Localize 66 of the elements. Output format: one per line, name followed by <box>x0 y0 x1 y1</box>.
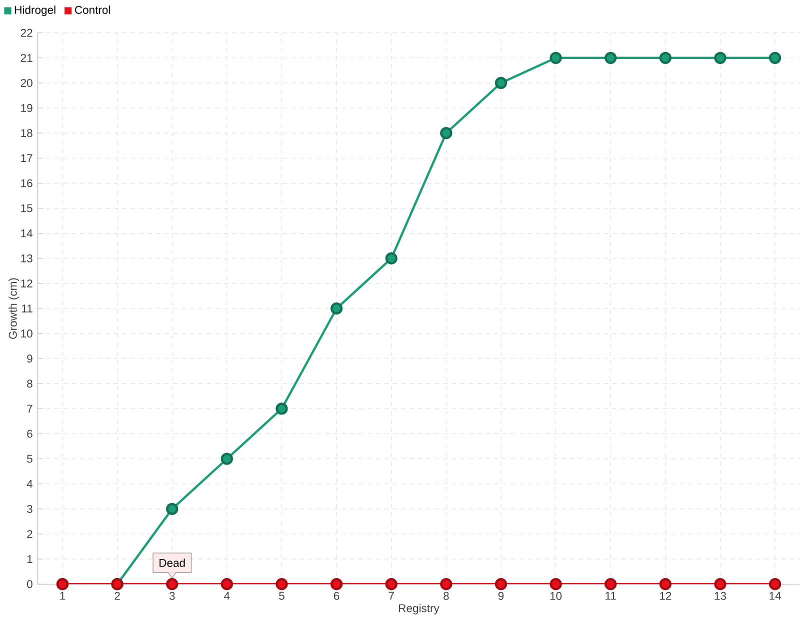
x-axis-title: Registry <box>399 604 440 614</box>
annotation: Dead <box>160 558 185 567</box>
y-tick-label: 0 <box>27 580 32 588</box>
y-tick-label: 19 <box>21 104 32 112</box>
point <box>385 578 398 590</box>
x-tick-label: 5 <box>279 592 284 600</box>
x-tick-label: 14 <box>770 592 781 600</box>
x-tick-label: 2 <box>114 592 120 600</box>
point <box>550 578 562 590</box>
y-axis-title: Growth (cm) <box>8 278 20 339</box>
x-tick-label: 6 <box>334 592 340 600</box>
y-tick-label: 11 <box>22 304 32 312</box>
y-tick-label: 22 <box>20 28 32 37</box>
y-tick-label: 16 <box>21 179 32 188</box>
point <box>659 578 672 590</box>
point <box>220 578 234 590</box>
y-tick-label: 18 <box>21 129 32 138</box>
y-tick-label: 1 <box>27 555 32 563</box>
point <box>768 52 782 64</box>
point <box>494 76 508 89</box>
x-tick-label: 7 <box>388 592 394 600</box>
x-tick-label: 12 <box>660 592 672 600</box>
point <box>440 126 452 140</box>
point <box>440 578 452 590</box>
x-tick-label: 4 <box>224 592 230 600</box>
y-tick-label: 20 <box>20 78 32 87</box>
point <box>276 578 288 590</box>
point <box>166 502 178 515</box>
y-tick-label: 8 <box>27 380 32 388</box>
y-tick-label: 6 <box>27 430 32 438</box>
point <box>276 402 288 415</box>
x-tick-label: 1 <box>60 592 66 600</box>
y-tick-label: 4 <box>26 480 33 488</box>
x-tick-label: 10 <box>550 592 562 600</box>
point <box>220 452 234 465</box>
legend-label: Control <box>74 6 110 14</box>
y-tick-label: 15 <box>21 204 32 212</box>
y-tick-label: 14 <box>21 229 33 238</box>
x-tick-label: 3 <box>169 592 175 600</box>
point <box>768 578 782 590</box>
y-tick-label: 21 <box>20 54 32 62</box>
x-tick-label: 13 <box>714 592 726 600</box>
y-tick-label: 3 <box>27 504 32 513</box>
y-tick-label: 7 <box>27 404 32 413</box>
x-tick-label: 8 <box>444 592 449 600</box>
point <box>166 578 178 590</box>
y-tick-label: 10 <box>21 329 32 338</box>
y-tick-label: 12 <box>21 279 32 288</box>
point <box>604 578 617 590</box>
y-tick-label: 5 <box>27 454 32 463</box>
point <box>604 52 617 64</box>
x-tick-label: 11 <box>606 592 616 600</box>
point <box>659 52 672 64</box>
x-tick-label: 9 <box>498 592 504 600</box>
point <box>330 302 343 314</box>
legend-label: Hidrogel <box>15 6 56 16</box>
point <box>714 578 726 590</box>
y-tick-label: 9 <box>27 354 32 363</box>
point <box>494 578 508 590</box>
point <box>714 52 726 64</box>
point <box>550 52 562 64</box>
y-tick-label: 13 <box>21 254 32 262</box>
y-tick-label: 2 <box>27 530 32 538</box>
y-tick-label: 17 <box>21 154 32 162</box>
point <box>385 252 398 264</box>
point <box>330 578 343 590</box>
